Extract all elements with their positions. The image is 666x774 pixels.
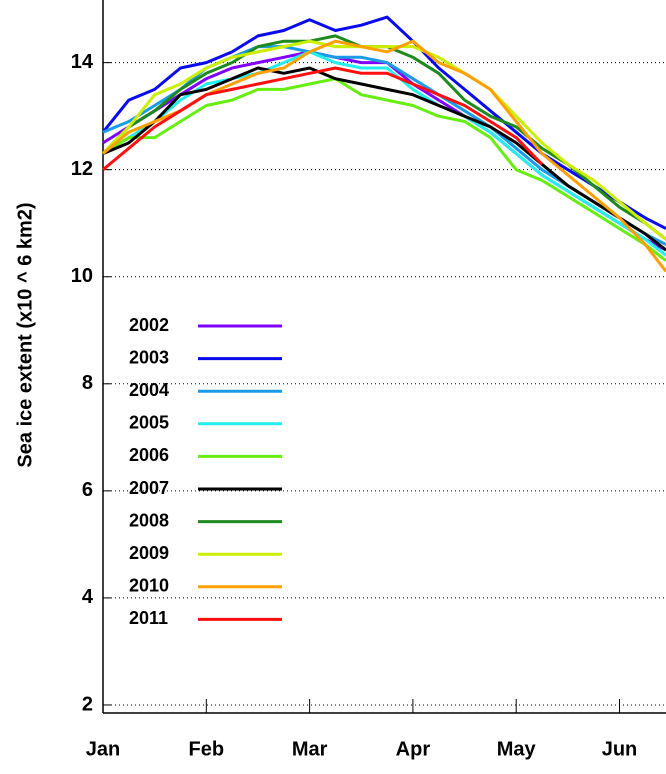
series-line — [102, 50, 666, 257]
y-tick-label: 10 — [71, 265, 93, 287]
series-line — [102, 45, 666, 246]
x-tick-label: May — [497, 738, 537, 760]
series-line — [102, 66, 666, 252]
x-tick-label: Jun — [602, 738, 638, 760]
y-tick-label: 6 — [82, 479, 93, 501]
legend-label: 2007 — [129, 478, 169, 498]
y-tick-label: 2 — [82, 693, 93, 715]
series-line — [101, 39, 666, 241]
legend-label: 2008 — [129, 510, 169, 530]
series-line — [102, 77, 666, 262]
legend-label: 2003 — [129, 347, 169, 367]
legend-label: 2006 — [129, 445, 169, 465]
y-axis-label: Sea ice extent (x10 ^ 6 km2) — [14, 202, 36, 467]
series-line — [102, 39, 666, 273]
legend-label: 2005 — [129, 413, 169, 433]
x-tick-label: Jan — [86, 738, 120, 760]
y-tick-label: 4 — [82, 586, 94, 608]
y-tick-label: 12 — [71, 158, 93, 180]
series-line — [102, 50, 666, 252]
series-line — [101, 15, 666, 230]
x-tick-label: Apr — [396, 738, 431, 760]
legend-label: 2004 — [129, 380, 169, 400]
y-tick-label: 14 — [71, 51, 94, 73]
y-tick-label: 8 — [82, 372, 93, 394]
x-tick-label: Mar — [292, 738, 328, 760]
legend-label: 2010 — [129, 576, 169, 596]
legend-label: 2011 — [129, 608, 168, 628]
series-line — [102, 66, 544, 171]
legend-label: 2009 — [129, 543, 169, 563]
legend-label: 2002 — [129, 315, 169, 335]
x-tick-label: Feb — [189, 738, 225, 760]
